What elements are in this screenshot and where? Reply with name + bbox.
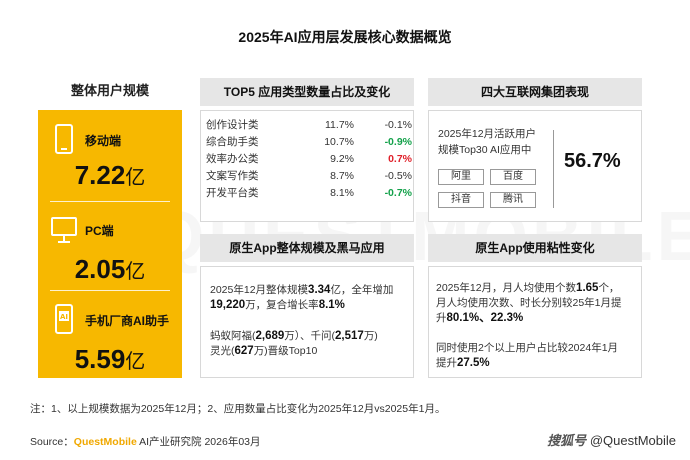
sticky-heading: 原生App使用粘性变化	[428, 234, 642, 262]
phone-icon	[55, 124, 73, 154]
divider	[553, 130, 554, 208]
company-tag: 腾讯	[490, 192, 536, 208]
metric-mobile: 移动端 7.22亿	[38, 110, 182, 198]
page-title: 2025年AI应用层发展核心数据概览	[238, 29, 452, 45]
divider	[50, 201, 170, 202]
metric-label: 移动端	[85, 134, 122, 148]
source-line: Source：QuestMobile AI产业研究院 2026年03月	[30, 436, 261, 448]
user-scale-heading: 整体用户规模	[70, 83, 149, 98]
metric-value: 7.22亿	[74, 160, 146, 190]
top5-heading: TOP5 应用类型数量占比及变化	[200, 78, 414, 106]
company-tag: 阿里	[438, 169, 484, 185]
svg-text:AI: AI	[60, 313, 68, 321]
metric-pc: PC端 2.05亿	[38, 202, 182, 290]
sticky-text-2: 同时使用2个以上用户占比较2024年1月 提升27.5%	[436, 342, 619, 369]
table-row: 综合助手类 10.7% -0.9%	[206, 135, 412, 149]
footnote: 注：1、以上规模数据为2025年12月；2、应用数量占比变化为2025年12月v…	[30, 403, 446, 415]
internet-heading: 四大互联网集团表现	[428, 78, 642, 106]
company-tag: 百度	[490, 169, 536, 185]
top5-table: 创作设计类 11.7% -0.1% 综合助手类 10.7% -0.9% 效率办公类 9.2…	[204, 116, 412, 201]
native-heading: 原生App整体规模及黑马应用	[200, 234, 414, 262]
table-row: 效率办公类 9.2% 0.7%	[206, 152, 412, 166]
metric-vendor-assistant: AI 手机厂商AI助手 5.59亿	[38, 292, 182, 380]
native-text-2: 蚂蚁阿福(2,689万）、千问(2,517万) 灵光(627万)晋级Top10	[210, 330, 378, 357]
sticky-text-1: 2025年12月，月人均使用个数1.65个， 月人均使用次数、时长分别较25年1…	[436, 282, 622, 324]
internet-line2: 规模Top30 AI应用中	[438, 144, 532, 156]
user-scale-panel: 移动端 7.22亿 PC端 2.05亿 AI 手机厂商AI助手 5.59亿	[38, 110, 182, 378]
metric-value: 5.59亿	[74, 344, 146, 374]
monitor-icon	[51, 217, 77, 243]
native-card	[200, 266, 414, 378]
divider	[50, 290, 170, 291]
table-row: 文案写作类 8.7% -0.5%	[206, 169, 412, 183]
native-text-1: 2025年12月整体规模3.34亿，全年增加 19,220万，复合增长率8.1%	[210, 284, 394, 311]
metric-label: 手机厂商AI助手	[85, 314, 170, 328]
table-row: 开发平台类 8.1% -0.7%	[206, 186, 412, 200]
internet-percent: 56.7%	[564, 150, 621, 172]
internet-line1: 2025年12月活跃用户	[438, 128, 537, 140]
sticky-card	[428, 266, 642, 378]
table-row: 创作设计类 11.7% -0.1%	[206, 118, 412, 132]
company-tag: 抖音	[438, 192, 484, 208]
phone-ai-icon: AI	[55, 304, 73, 334]
metric-value: 2.05亿	[74, 254, 146, 284]
metric-label: PC端	[85, 224, 114, 238]
top5-card	[200, 110, 414, 222]
credit: 搜狐号 @QuestMobile	[547, 433, 676, 448]
